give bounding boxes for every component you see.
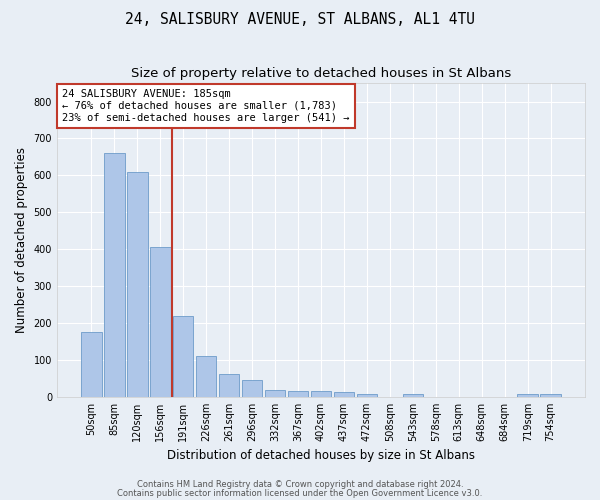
Bar bbox=[127, 172, 148, 397]
Bar bbox=[104, 153, 125, 397]
Bar bbox=[517, 394, 538, 397]
Text: Contains public sector information licensed under the Open Government Licence v3: Contains public sector information licen… bbox=[118, 488, 482, 498]
Bar bbox=[265, 390, 286, 397]
Text: Contains HM Land Registry data © Crown copyright and database right 2024.: Contains HM Land Registry data © Crown c… bbox=[137, 480, 463, 489]
Bar bbox=[219, 374, 239, 397]
Bar bbox=[196, 356, 217, 397]
Bar bbox=[173, 316, 193, 397]
Bar bbox=[287, 391, 308, 397]
Text: 24 SALISBURY AVENUE: 185sqm
← 76% of detached houses are smaller (1,783)
23% of : 24 SALISBURY AVENUE: 185sqm ← 76% of det… bbox=[62, 90, 350, 122]
Bar bbox=[242, 380, 262, 397]
Bar bbox=[81, 332, 101, 397]
Y-axis label: Number of detached properties: Number of detached properties bbox=[15, 147, 28, 333]
Bar bbox=[403, 394, 423, 397]
Bar bbox=[150, 248, 170, 397]
Bar bbox=[334, 392, 354, 397]
Text: 24, SALISBURY AVENUE, ST ALBANS, AL1 4TU: 24, SALISBURY AVENUE, ST ALBANS, AL1 4TU bbox=[125, 12, 475, 28]
Bar bbox=[356, 394, 377, 397]
Bar bbox=[541, 394, 561, 397]
Bar bbox=[311, 392, 331, 397]
Title: Size of property relative to detached houses in St Albans: Size of property relative to detached ho… bbox=[131, 68, 511, 80]
X-axis label: Distribution of detached houses by size in St Albans: Distribution of detached houses by size … bbox=[167, 450, 475, 462]
